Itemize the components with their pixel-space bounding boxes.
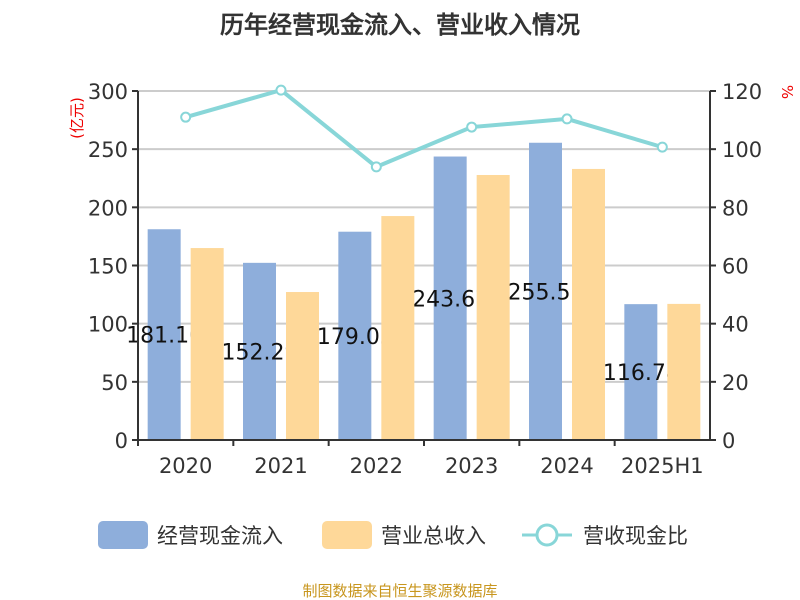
data-label: 243.67 — [412, 287, 489, 312]
y-tick-label: 200 — [88, 196, 128, 220]
bar-revenue — [381, 216, 415, 440]
y2-tick-label: 80 — [722, 196, 749, 220]
y2-tick-label: 40 — [722, 313, 749, 337]
y-axis-label: (亿元) — [68, 97, 86, 139]
legend: 经营现金流入 营业总收入 营收现金比 — [98, 521, 688, 549]
chart-title: 历年经营现金流入、营业收入情况 — [220, 11, 580, 39]
y2-tick-label: 100 — [722, 138, 762, 162]
ratio-line — [185, 87, 663, 170]
legend-swatch-revenue — [322, 521, 372, 549]
legend-swatch-cash — [98, 521, 148, 549]
y-tick-label: 100 — [88, 313, 128, 337]
data-label: 179.05 — [317, 325, 394, 350]
source-footer: 制图数据来自恒生聚源数据库 — [302, 582, 497, 600]
legend-label-revenue: 营业总收入 — [381, 524, 486, 548]
bar-cash-inflow — [433, 156, 467, 440]
bar-revenue — [286, 292, 319, 440]
bar-revenue — [667, 303, 701, 440]
x-tick-label: 2022 — [350, 454, 403, 478]
bar-cash-inflow — [529, 142, 562, 440]
bar-revenue — [190, 248, 224, 440]
y-tick-label: 250 — [88, 138, 128, 162]
bar-revenue — [572, 168, 605, 440]
x-tick-label: 2025H1 — [621, 454, 704, 478]
bar-cash-inflow — [338, 231, 372, 440]
legend-label-cash: 经营现金流入 — [157, 524, 283, 548]
x-tick-label: 2024 — [540, 454, 593, 478]
y-tick-label: 0 — [115, 429, 128, 453]
data-label: 255.51 — [508, 280, 585, 305]
bar-cash-inflow — [624, 304, 658, 440]
bar-revenue — [476, 174, 510, 440]
legend-label-ratio: 营收现金比 — [583, 524, 688, 548]
y2-axis-label: % — [778, 85, 796, 99]
ratio-point — [561, 113, 573, 125]
ratio-point — [180, 111, 192, 123]
y2-tick-label: 20 — [722, 371, 749, 395]
bar-cash-inflow — [243, 262, 276, 440]
y-tick-label: 150 — [88, 255, 128, 279]
legend-marker-ratio — [535, 523, 559, 547]
y2-tick-label: 0 — [722, 429, 735, 453]
x-tick-label: 2021 — [254, 454, 307, 478]
data-label: 152.29 — [222, 340, 299, 365]
data-label: 116.78 — [603, 361, 680, 386]
x-tick-label: 2023 — [445, 454, 498, 478]
data-label: 181.16 — [126, 324, 203, 349]
y-tick-label: 50 — [101, 371, 128, 395]
ratio-point — [466, 121, 478, 133]
x-tick-label: 2020 — [159, 454, 212, 478]
ratio-point — [275, 84, 287, 96]
y2-tick-label: 120 — [722, 80, 762, 104]
ratio-point — [370, 161, 382, 173]
y2-tick-label: 60 — [722, 255, 749, 279]
bar-cash-inflow — [147, 229, 181, 440]
ratio-point — [656, 141, 668, 153]
y-tick-label: 300 — [88, 80, 128, 104]
